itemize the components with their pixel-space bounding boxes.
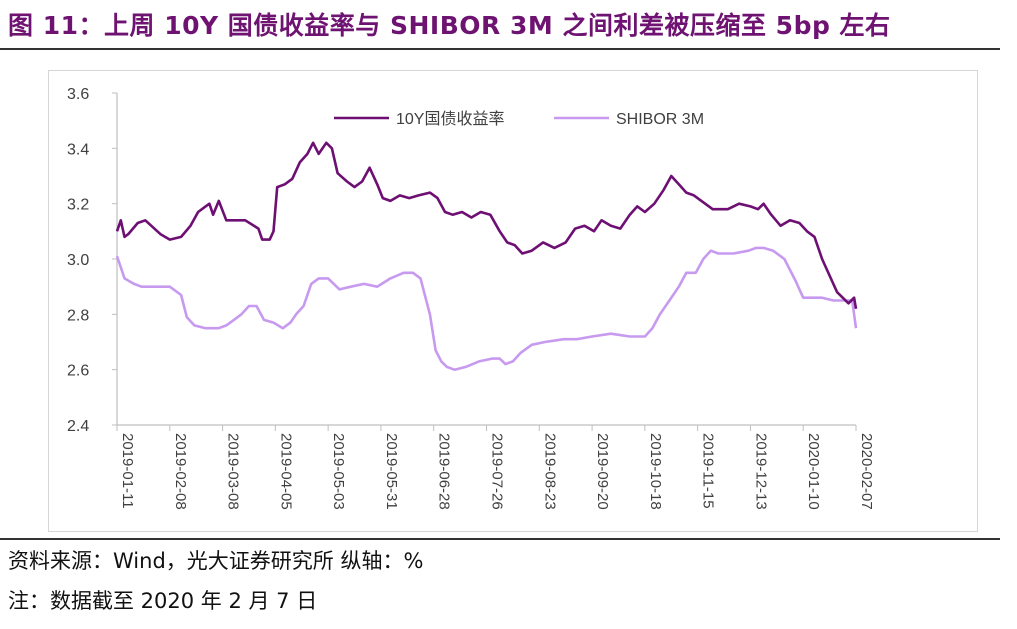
y-tick-label: 3.2 [67, 197, 89, 214]
legend: 10Y国债收益率 SHIBOR 3M [334, 110, 704, 128]
y-tick-label: 3.0 [67, 252, 89, 269]
x-tick-label: 2019-01-11 [119, 433, 136, 509]
y-tick-label: 3.4 [67, 141, 89, 158]
x-tick-label: 2020-02-07 [858, 433, 875, 510]
x-tick-label: 2019-08-23 [541, 433, 558, 510]
y-tick-label: 2.4 [67, 418, 89, 435]
x-tick-label: 2019-11-15 [700, 433, 717, 509]
chart-frame: 3.6 3.4 3.2 3.0 2.8 2.6 2.4 2019-01-11 2019-02-… [48, 70, 978, 532]
source-note: 资料来源：Wind，光大证券研究所 纵轴：% [8, 549, 424, 573]
x-axis: 2019-01-11 2019-02-08 2019-03-08 2019-04-05… [116, 424, 875, 510]
y-axis: 3.6 3.4 3.2 3.0 2.8 2.6 2.4 [67, 86, 118, 435]
x-tick-label: 2019-10-18 [647, 433, 664, 510]
y-tick-label: 3.6 [67, 86, 89, 103]
legend-shibor-label: SHIBOR 3M [616, 111, 704, 128]
x-tick-label: 2020-01-10 [805, 433, 822, 510]
x-tick-label: 2019-03-08 [225, 433, 242, 510]
x-tick-label: 2019-06-28 [436, 433, 453, 510]
line-chart: 3.6 3.4 3.2 3.0 2.8 2.6 2.4 2019-01-11 2019-02-… [67, 86, 875, 510]
x-tick-label: 2019-12-13 [752, 433, 769, 510]
x-tick-label: 2019-05-31 [383, 433, 400, 510]
chart-title: 图 11：上周 10Y 国债收益率与 SHIBOR 3M 之间利差被压缩至 5b… [8, 11, 891, 40]
x-tick-label: 2019-07-26 [489, 433, 506, 510]
series-10y-line [115, 141, 858, 310]
y-tick-label: 2.6 [67, 363, 89, 380]
series-lines [115, 141, 858, 372]
legend-10y-label: 10Y国债收益率 [396, 110, 504, 128]
x-tick-label: 2019-04-05 [277, 433, 294, 510]
date-footnote: 注：数据截至 2020 年 2 月 7 日 [8, 589, 318, 613]
x-tick-label: 2019-05-03 [330, 433, 347, 510]
source-divider [0, 538, 1000, 540]
y-tick-label: 2.8 [67, 307, 89, 324]
x-tick-label: 2019-02-08 [172, 433, 189, 510]
x-tick-label: 2019-09-20 [594, 433, 611, 510]
title-divider [0, 48, 1000, 50]
series-shibor-line [115, 246, 858, 372]
